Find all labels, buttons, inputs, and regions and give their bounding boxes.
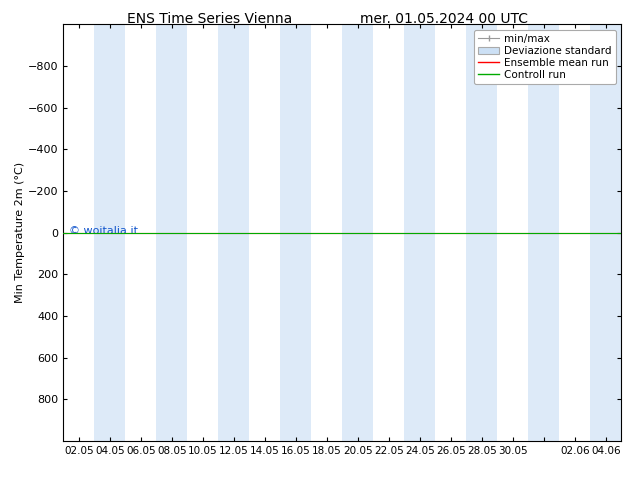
Bar <box>590 24 621 441</box>
Bar <box>157 24 188 441</box>
Bar <box>467 24 497 441</box>
Text: ENS Time Series Vienna: ENS Time Series Vienna <box>127 12 292 26</box>
Legend: min/max, Deviazione standard, Ensemble mean run, Controll run: min/max, Deviazione standard, Ensemble m… <box>474 30 616 84</box>
Bar <box>94 24 126 441</box>
Bar <box>342 24 373 441</box>
Bar <box>404 24 436 441</box>
Bar <box>280 24 311 441</box>
Text: © woitalia.it: © woitalia.it <box>69 226 138 236</box>
Bar <box>218 24 249 441</box>
Bar <box>528 24 559 441</box>
Y-axis label: Min Temperature 2m (°C): Min Temperature 2m (°C) <box>15 162 25 303</box>
Text: mer. 01.05.2024 00 UTC: mer. 01.05.2024 00 UTC <box>360 12 527 26</box>
